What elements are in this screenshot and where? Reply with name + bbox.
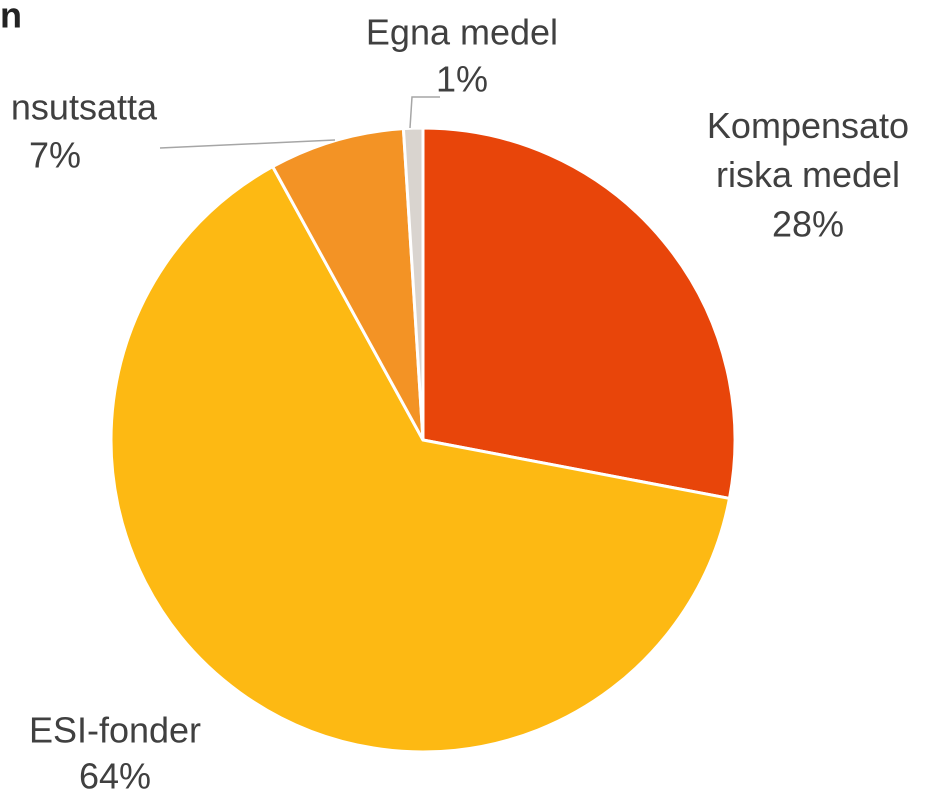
slice-label: Egna medel bbox=[366, 12, 558, 53]
leader-line bbox=[409, 96, 440, 129]
pie-slice bbox=[401, 126, 425, 441]
value-label: 7% bbox=[29, 135, 81, 176]
pie-slice bbox=[109, 164, 732, 754]
value-label: 28% bbox=[772, 204, 844, 245]
pie-slice bbox=[270, 127, 425, 441]
leader-line bbox=[159, 139, 336, 149]
value-label: 64% bbox=[79, 756, 151, 796]
value-label: 1% bbox=[436, 59, 488, 100]
slice-label: nsutsatta bbox=[11, 87, 158, 128]
slice-label: Kompensato riska medel bbox=[707, 105, 909, 195]
pie-slice bbox=[421, 126, 737, 501]
chart-title: n bbox=[0, 0, 22, 36]
slice-label: ESI-fonder bbox=[29, 710, 201, 751]
